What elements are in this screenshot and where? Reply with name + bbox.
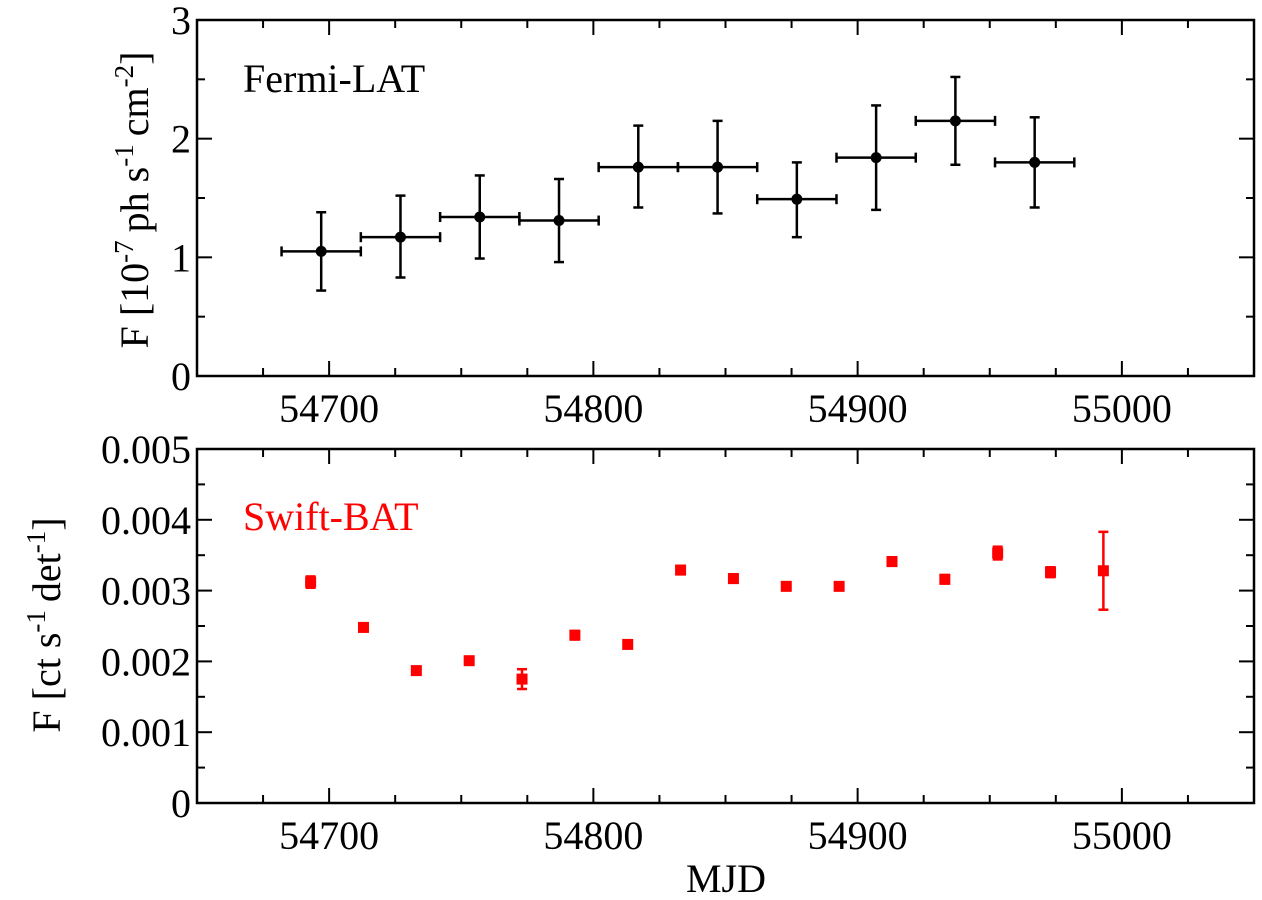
swift-bat-marker — [463, 655, 475, 667]
swift-bat-y-tick-label: 0.004 — [101, 498, 191, 543]
swift-bat-x-tick-label: 54900 — [808, 813, 908, 858]
swift-bat-marker — [410, 665, 422, 677]
fermi-lat-x-tick-label: 54900 — [808, 386, 908, 431]
fermi-lat-data-points — [280, 75, 1076, 292]
fermi-lat-y-axis-label: F [10-7ph s-1cm-2] — [109, 52, 157, 349]
swift-bat-data-point — [305, 575, 317, 590]
fermi-lat-marker — [632, 161, 644, 173]
fermi-lat-data-point — [914, 75, 997, 167]
swift-bat-marker — [569, 629, 581, 641]
swift-bat-marker — [833, 580, 845, 592]
swift-bat-annotation: Swift-BAT — [243, 494, 419, 539]
fermi-lat-data-point — [676, 119, 759, 215]
swift-bat-data-point — [622, 638, 634, 650]
swift-bat-data-point — [939, 573, 951, 585]
swift-bat-x-tick-label: 54700 — [279, 813, 379, 858]
swift-bat-x-tick-labels: 54700 54800 54900 55000 — [279, 813, 1172, 858]
swift-bat-x-axis-label: MJD — [686, 856, 766, 900]
swift-bat-marker — [1045, 566, 1057, 578]
swift-bat-data-point — [357, 621, 369, 633]
fermi-lat-data-point — [280, 210, 363, 292]
fermi-lat-annotation: Fermi-LAT — [243, 56, 425, 101]
swift-bat-marker — [1097, 565, 1109, 577]
swift-bat-marker — [516, 673, 528, 685]
fermi-lat-panel: 54700 54800 54900 55000 0 1 2 3 Fermi-LAT F [1… — [109, 0, 1256, 431]
fermi-lat-marker — [553, 215, 565, 227]
swift-bat-marker — [939, 573, 951, 585]
swift-bat-marker — [886, 556, 898, 568]
fermi-lat-marker — [712, 161, 724, 173]
swift-bat-data-point — [410, 665, 422, 677]
fermi-lat-marker — [315, 245, 327, 257]
fermi-lat-x-tick-label: 55000 — [1072, 386, 1172, 431]
swift-bat-marker — [675, 564, 687, 576]
swift-bat-ticks — [197, 448, 1255, 804]
fermi-lat-data-point — [755, 161, 838, 239]
swift-bat-marker — [780, 580, 792, 592]
swift-bat-x-tick-label: 55000 — [1072, 813, 1172, 858]
swift-bat-marker — [622, 638, 634, 650]
swift-bat-y-tick-labels: 0 0.001 0.002 0.003 0.004 0.005 — [101, 427, 191, 826]
fermi-lat-y-tick-label: 1 — [171, 235, 191, 280]
swift-bat-data-point — [727, 573, 739, 585]
fermi-lat-marker — [474, 211, 486, 223]
fermi-lat-marker — [394, 231, 406, 243]
fermi-lat-marker — [949, 115, 961, 127]
swift-bat-data-point — [675, 564, 687, 576]
fermi-lat-y-tick-label: 2 — [171, 117, 191, 162]
fermi-lat-y-tick-label: 0 — [171, 354, 191, 399]
swift-bat-data-point — [569, 629, 581, 641]
fermi-lat-marker — [1029, 156, 1041, 168]
swift-bat-marker — [992, 547, 1004, 559]
fermi-lat-data-point — [597, 124, 680, 209]
fermi-lat-y-tick-labels: 0 1 2 3 — [171, 0, 191, 399]
swift-bat-data-point — [833, 580, 845, 592]
swift-bat-data-point — [886, 556, 898, 568]
swift-bat-x-tick-label: 54800 — [543, 813, 643, 858]
fermi-lat-x-tick-labels: 54700 54800 54900 55000 — [279, 386, 1172, 431]
swift-bat-y-tick-label: 0.005 — [101, 427, 191, 472]
swift-bat-marker — [727, 573, 739, 585]
fermi-lat-x-tick-label: 54800 — [543, 386, 643, 431]
fermi-lat-marker — [870, 152, 882, 164]
swift-bat-y-tick-label: 0 — [171, 781, 191, 826]
swift-bat-y-tick-label: 0.001 — [101, 710, 191, 755]
swift-bat-marker — [357, 621, 369, 633]
swift-bat-data-point — [1097, 530, 1109, 611]
swift-bat-data-point — [780, 580, 792, 592]
swift-bat-data-point — [516, 667, 528, 691]
fermi-lat-data-point — [518, 177, 600, 264]
swift-bat-data-points — [305, 530, 1109, 691]
swift-bat-marker — [305, 576, 317, 588]
fermi-lat-ticks — [197, 19, 1255, 377]
fermi-lat-data-point — [438, 174, 521, 260]
fermi-lat-marker — [791, 193, 803, 205]
swift-bat-panel: 54700 54800 54900 55000 0 0.001 0.002 0.003 0.0… — [21, 427, 1256, 900]
fermi-lat-data-point — [359, 194, 442, 279]
fermi-lat-data-point — [835, 104, 918, 212]
swift-bat-data-point — [463, 655, 475, 667]
fermi-lat-data-point — [993, 116, 1076, 209]
fermi-lat-x-tick-label: 54700 — [279, 386, 379, 431]
swift-bat-data-point — [1045, 565, 1057, 579]
fermi-lat-y-tick-label: 3 — [171, 0, 191, 43]
swift-bat-data-point — [992, 545, 1004, 561]
swift-bat-y-axis-label: F [ct s-1det-1] — [21, 517, 69, 732]
swift-bat-y-tick-label: 0.003 — [101, 569, 191, 614]
swift-bat-y-tick-label: 0.002 — [101, 639, 191, 684]
